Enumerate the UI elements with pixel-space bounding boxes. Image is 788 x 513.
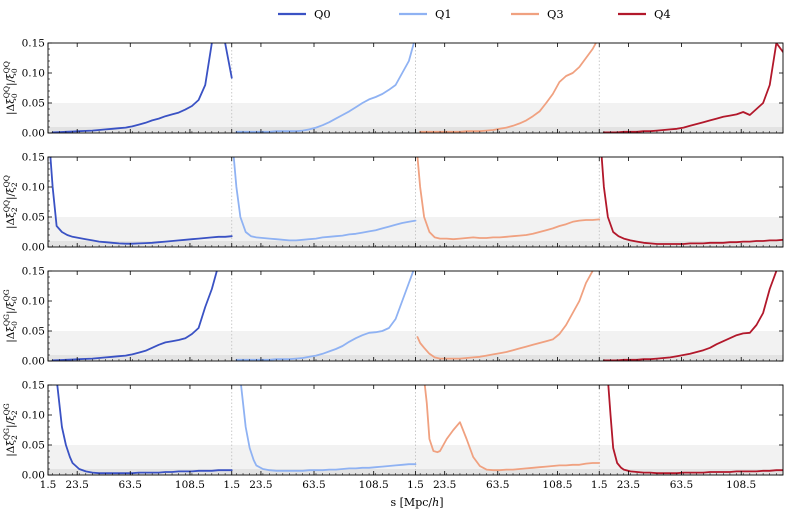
x-tick-label: 1.5 [591,479,608,491]
y-tick-label: 0.15 [22,38,45,50]
y-axis-title-row-2: |Δξ2QQ|/ξ2QQ [2,175,19,229]
panel-grid: 0.000.050.100.15|Δξ0QQ|/ξ0QQ0.000.050.10… [2,38,784,491]
series-line-q4-row-1 [602,43,783,133]
series-line-q4-row-3 [602,271,778,361]
x-tick-label: 108.5 [542,479,572,491]
y-tick-label: 0.05 [22,98,45,110]
y-tick-label: 0.00 [22,356,45,368]
legend-label-q0: Q0 [314,7,331,21]
series-line-q3-row-2 [416,157,601,241]
y-tick-label: 0.05 [22,212,45,224]
legend-entry-q1: Q1 [399,7,452,21]
x-tick-label: 63.5 [302,479,325,491]
x-axis-title: s [Mpc/h] [391,496,444,509]
series-lines [49,157,783,245]
y-tick-label: 0.15 [22,380,45,392]
series-line-q1-row-3 [235,271,415,361]
x-tick-label: 1.5 [223,479,240,491]
y-tick-label: 0.00 [22,242,45,254]
y-tick-label: 0.15 [22,152,45,164]
legend: Q0 Q1 Q3 Q4 [278,7,671,21]
series-line-q1-row-1 [235,43,415,133]
legend-label-q4: Q4 [654,7,671,21]
x-tick-label: 1.5 [407,479,424,491]
x-tick-label: 23.5 [617,479,640,491]
series-lines [51,43,783,133]
legend-label-q3: Q3 [547,7,564,21]
x-tick-label: 63.5 [119,479,142,491]
series-lines [51,271,778,361]
y-tick-label: 0.10 [22,296,45,308]
row-2: 0.00 0.05 0.10 0.15|Δξ2QQ|/ξ2QQ [2,152,784,254]
series-lines [56,385,783,475]
legend-label-q1: Q1 [435,7,452,21]
series-line-q0-row-3 [51,271,218,361]
y-tick-label: 0.00 [22,470,45,482]
series-line-q3-row-3 [416,271,594,360]
y-tick-label: 0.15 [22,266,45,278]
x-tick-label: 63.5 [670,479,693,491]
legend-entry-q0: Q0 [278,7,331,21]
series-line-q0-row-1 [51,43,233,133]
series-line-q3-row-4 [423,385,601,472]
y-axis-title-row-3: |Δξ0QG|/ξ0QG [2,289,19,343]
legend-entry-q4: Q4 [618,7,671,21]
x-tick-label: 23.5 [65,479,88,491]
y-tick-label: 0.05 [22,440,45,452]
series-line-q0-row-2 [49,157,233,245]
series-line-q0-row-4 [56,385,233,475]
y-tick-label: 0.00 [22,128,45,140]
x-tick-label: 108.5 [175,479,205,491]
y-axis-title-row-4: |Δξ2QG|/ξ2QG [2,403,19,457]
x-tick-label: 108.5 [359,479,389,491]
row-4: 0.00 0.05 0.10 0.15 1.5 23.5 63.5 108.5 1.5 23.5 6… [2,380,784,491]
x-tick-label: 108.5 [726,479,756,491]
series-line-q4-row-2 [600,157,783,245]
row-1: 0.00 0.05 0.10 0.15|Δξ0QQ|/ξ0QQ [2,38,784,140]
row-3: 0.00 0.05 0.10 0.15|Δξ0QG|/ξ0QG [2,266,784,368]
y-tick-label: 0.10 [22,410,45,422]
x-tick-label: 23.5 [433,479,456,491]
series-line-q4-row-4 [607,385,783,475]
x-tick-label: 1.5 [40,479,57,491]
y-tick-label: 0.10 [22,68,45,80]
x-tick-label: 23.5 [249,479,272,491]
y-axis-title-row-1: |Δξ0QQ|/ξ0QQ [2,61,19,115]
y-tick-label: 0.05 [22,326,45,338]
series-line-q3-row-1 [419,43,597,133]
legend-entry-q3: Q3 [511,7,564,21]
series-line-q1-row-2 [232,157,417,242]
x-tick-label: 63.5 [486,479,509,491]
series-line-q1-row-4 [240,385,417,472]
y-tick-label: 0.10 [22,182,45,194]
